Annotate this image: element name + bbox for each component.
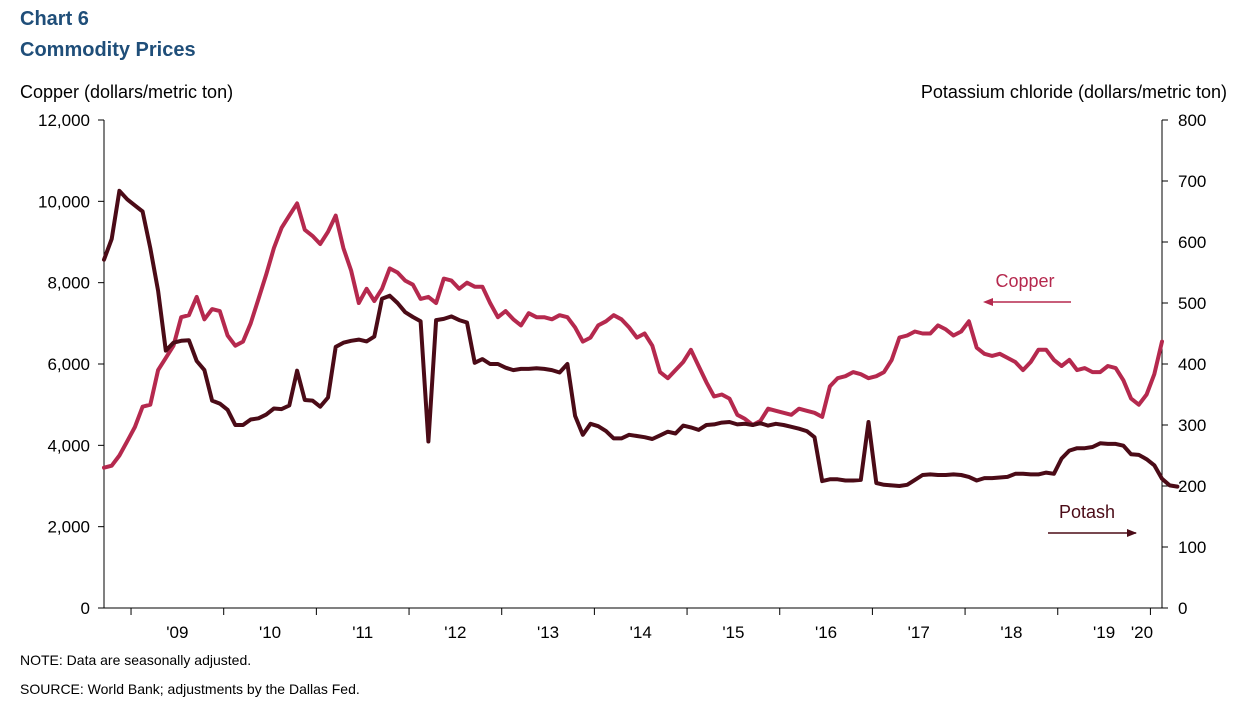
x-tick-label: '20: [1131, 623, 1153, 642]
x-tick-label: '15: [722, 623, 744, 642]
right-tick-label: 600: [1178, 233, 1206, 252]
x-tick-label: '09: [166, 623, 188, 642]
left-tick-label: 10,000: [38, 192, 90, 211]
right-axis-title: Potassium chloride (dollars/metric ton): [920, 82, 1227, 102]
x-tick-label: '17: [908, 623, 930, 642]
note-text: NOTE: Data are seasonally adjusted.: [20, 652, 252, 668]
x-tick-label: '10: [259, 623, 281, 642]
potash-series-line: [102, 188, 1180, 489]
right-tick-label: 100: [1178, 538, 1206, 557]
copper-series-line: [102, 201, 1164, 470]
x-tick-label: '13: [537, 623, 559, 642]
source-text: SOURCE: World Bank; adjustments by the D…: [20, 681, 360, 697]
left-tick-label: 0: [81, 599, 90, 618]
left-tick-label: 2,000: [47, 518, 90, 537]
x-tick-label: '12: [444, 623, 466, 642]
chart-number: Chart 6: [20, 8, 89, 30]
x-tick-label: '16: [815, 623, 837, 642]
right-tick-label: 800: [1178, 111, 1206, 130]
chart-title: Commodity Prices: [20, 39, 196, 61]
right-tick-label: 200: [1178, 477, 1206, 496]
right-tick-label: 700: [1178, 172, 1206, 191]
potash-series-label: Potash: [1059, 502, 1115, 522]
x-tick-label: '19: [1093, 623, 1115, 642]
left-axis-title: Copper (dollars/metric ton): [20, 82, 234, 102]
left-tick-label: 6,000: [47, 355, 90, 374]
left-tick-label: 8,000: [47, 274, 90, 293]
right-tick-label: 500: [1178, 294, 1206, 313]
x-tick-label: '14: [630, 623, 652, 642]
copper-series-label: Copper: [995, 271, 1054, 291]
x-tick-label: '18: [1000, 623, 1022, 642]
x-tick-label: '11: [352, 623, 373, 642]
left-tick-label: 12,000: [38, 111, 90, 130]
right-tick-label: 400: [1178, 355, 1206, 374]
left-tick-label: 4,000: [47, 436, 90, 455]
right-tick-label: 300: [1178, 416, 1206, 435]
right-tick-label: 0: [1178, 599, 1187, 618]
